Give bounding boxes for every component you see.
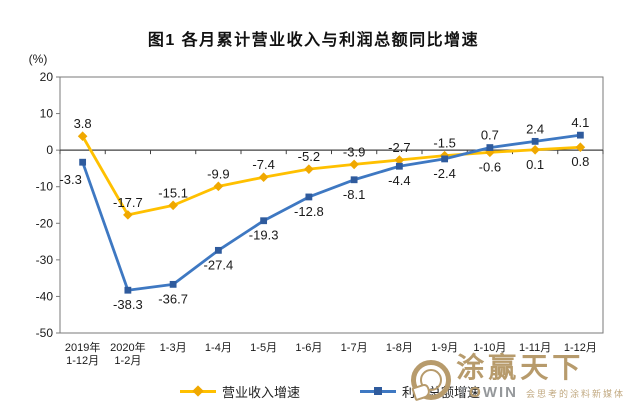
y-tick-label: 20 xyxy=(40,70,54,84)
legend-line-icon xyxy=(360,387,396,395)
towin-logo-icon xyxy=(411,360,452,402)
data-label: -2.7 xyxy=(388,140,410,155)
series-line-1 xyxy=(81,133,582,292)
data-label: 3.8 xyxy=(74,116,92,131)
towin-win: WIN xyxy=(482,384,518,401)
diamond-marker xyxy=(168,200,178,211)
square-marker xyxy=(350,176,358,184)
watermark-subline: TOWIN 会思考的涂料新媒体 xyxy=(458,384,625,401)
square-marker xyxy=(260,217,268,225)
y-tick-label: -10 xyxy=(36,180,54,194)
x-axis-label: 2020年 1-2月 xyxy=(110,340,145,367)
data-label: -15.1 xyxy=(158,185,188,200)
diamond-marker xyxy=(213,181,224,192)
diamond-marker xyxy=(258,172,269,183)
data-label: -1.5 xyxy=(433,136,455,151)
x-axis-label: 1-10月 xyxy=(473,342,506,354)
y-tick-label: -30 xyxy=(36,253,54,267)
data-label: -17.7 xyxy=(113,195,143,210)
y-tick-label: -50 xyxy=(36,326,54,340)
watermark: 涂赢天下 TOWIN 会思考的涂料新媒体 xyxy=(411,351,625,402)
data-label: 2.4 xyxy=(526,121,544,136)
series-line-0 xyxy=(81,134,582,217)
watermark-text: 涂赢天下 TOWIN 会思考的涂料新媒体 xyxy=(456,351,625,402)
data-label: -9.9 xyxy=(207,166,229,181)
data-label: 0.8 xyxy=(571,154,589,169)
data-label: -2.4 xyxy=(433,166,455,181)
data-label: 4.1 xyxy=(571,115,589,130)
logo-inner-ring-icon xyxy=(420,369,443,391)
x-axis-label: 1-7月 xyxy=(341,342,368,354)
square-marker xyxy=(79,158,87,166)
x-axis-label: 1-4月 xyxy=(205,342,232,354)
logo-ring-icon xyxy=(411,360,452,400)
plot-frame xyxy=(59,76,604,334)
data-label: 0.1 xyxy=(526,157,544,172)
square-marker xyxy=(441,155,449,163)
legend-line-icon xyxy=(180,385,216,397)
data-label: -12.8 xyxy=(294,204,324,219)
square-marker xyxy=(531,137,539,145)
diamond-marker xyxy=(304,164,314,174)
data-label: -3.9 xyxy=(343,144,365,159)
x-axis-label: 1-3月 xyxy=(160,342,187,354)
y-axis-unit-label: (%) xyxy=(29,52,48,66)
data-label: -38.3 xyxy=(113,297,143,312)
diamond-marker xyxy=(123,210,133,220)
data-label: -7.4 xyxy=(252,157,274,172)
data-label: -27.4 xyxy=(204,257,234,272)
data-label: -3.3 xyxy=(59,172,81,187)
data-label: -36.7 xyxy=(158,291,188,306)
square-marker xyxy=(486,144,494,151)
square-marker xyxy=(124,286,132,294)
square-marker xyxy=(305,193,313,201)
towin-t: T xyxy=(458,384,470,401)
diamond-marker xyxy=(349,159,359,170)
y-tick-label: 10 xyxy=(40,107,54,121)
x-axis-label: 1-11月 xyxy=(519,342,551,354)
square-marker xyxy=(169,280,177,288)
y-tick-label: -20 xyxy=(36,216,54,230)
watermark-brand-latin: TOWIN xyxy=(458,384,518,401)
square-marker-icon xyxy=(374,387,382,395)
x-axis-label: 2019年 1-12月 xyxy=(65,340,100,367)
data-label: -5.2 xyxy=(298,149,320,164)
data-label: -8.1 xyxy=(343,187,365,202)
x-axis-label: 1-9月 xyxy=(431,342,458,354)
legend-label: 营业收入增速 xyxy=(222,384,301,400)
diamond-marker-icon xyxy=(192,385,204,397)
legend-item-revenue: 营业收入增速 xyxy=(180,381,300,401)
square-marker xyxy=(395,162,403,170)
watermark-brand-cn: 涂赢天下 xyxy=(456,351,585,384)
y-tick-label: -40 xyxy=(36,289,54,303)
square-marker xyxy=(576,131,584,139)
x-axis-label: 1-5月 xyxy=(250,342,277,354)
x-axis-label: 1-6月 xyxy=(295,342,322,354)
watermark-tagline: 会思考的涂料新媒体 xyxy=(525,389,625,399)
diamond-marker xyxy=(530,144,540,155)
data-label: -19.3 xyxy=(249,228,279,243)
y-tick-label: 0 xyxy=(46,143,53,157)
data-label: -4.4 xyxy=(388,173,410,188)
towin-o: O xyxy=(469,384,483,401)
data-label: 0.7 xyxy=(481,128,499,143)
diamond-marker xyxy=(77,131,88,142)
x-axis-label: 1-8月 xyxy=(386,342,413,354)
data-label: -0.6 xyxy=(479,159,501,174)
chart-title: 图1 各月累计营业收入与利润总额同比增速 xyxy=(147,32,480,49)
x-axis-label: 1-12月 xyxy=(564,342,597,354)
square-marker xyxy=(214,246,222,254)
